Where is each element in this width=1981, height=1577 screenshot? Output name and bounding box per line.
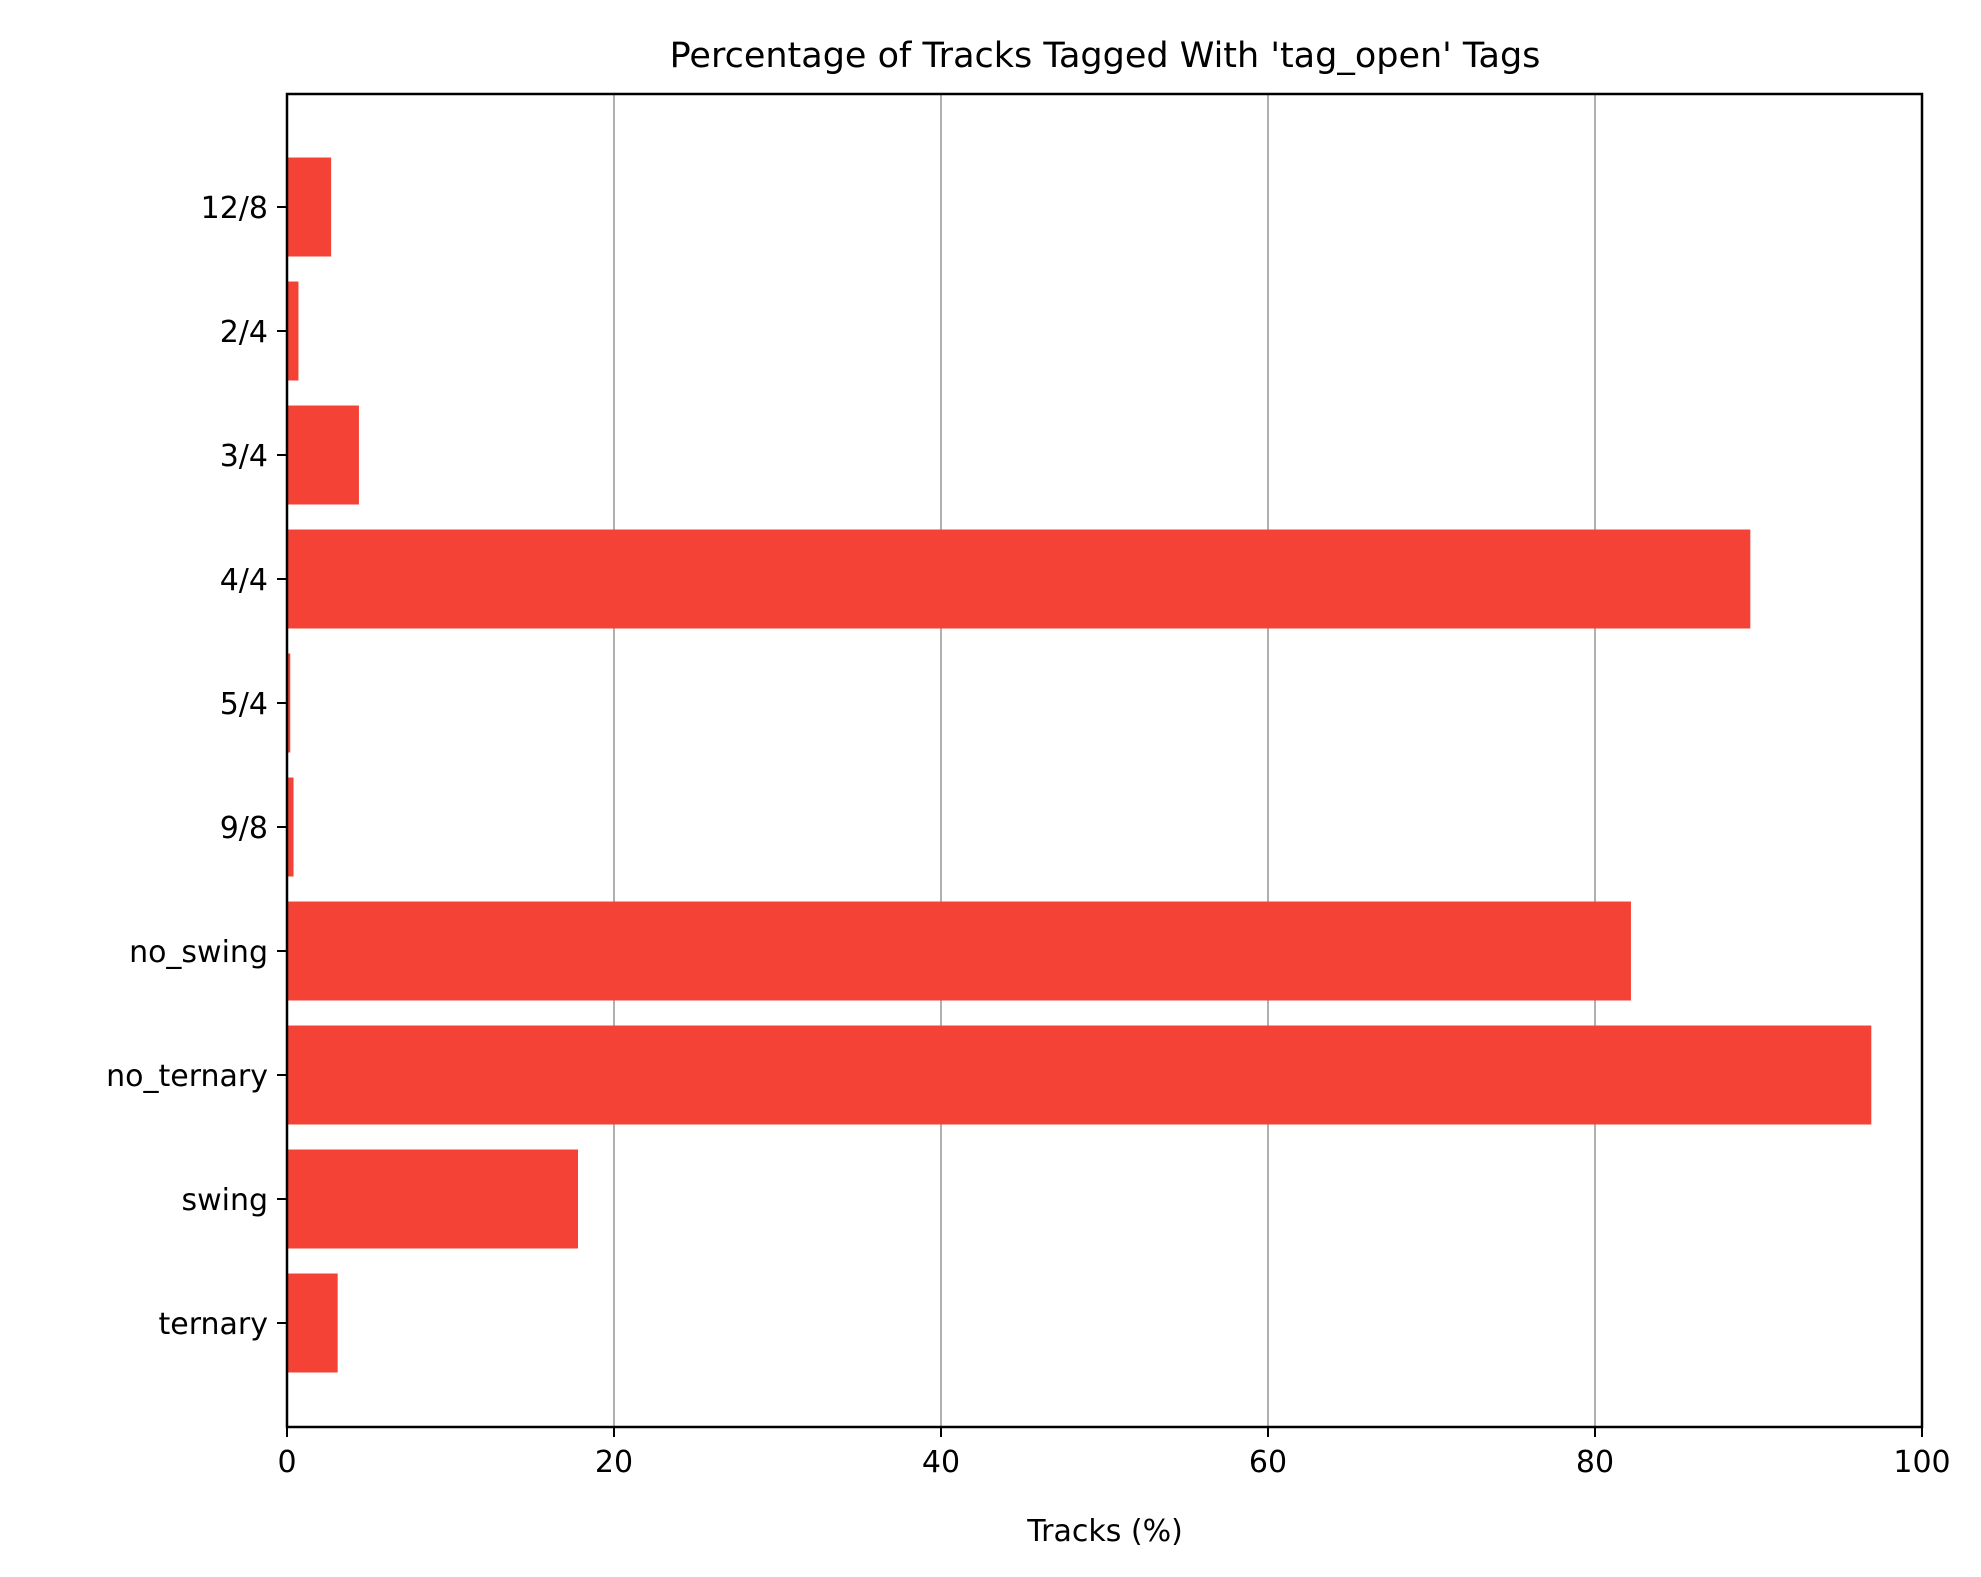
x-axis-label: Tracks (%) xyxy=(1026,1514,1183,1549)
y-tick-label: swing xyxy=(181,1183,268,1218)
x-tick-label: 20 xyxy=(595,1445,633,1480)
y-tick-label: 5/4 xyxy=(220,687,268,722)
gridlines xyxy=(613,94,1596,1427)
x-tick-label: 0 xyxy=(277,1445,296,1480)
bar xyxy=(287,1025,1872,1125)
bar xyxy=(287,157,332,257)
bar xyxy=(287,653,291,753)
bar xyxy=(287,1273,338,1373)
bars xyxy=(287,157,1872,1373)
x-tick-label: 100 xyxy=(1893,1445,1950,1480)
bar xyxy=(287,405,359,505)
bar xyxy=(287,1149,579,1249)
x-tick-label: 40 xyxy=(922,1445,960,1480)
plot-frame xyxy=(285,92,1924,1429)
y-tick-label: no_swing xyxy=(129,935,268,970)
y-tick-label: 12/8 xyxy=(201,191,268,226)
y-tick-label: 9/8 xyxy=(220,811,268,846)
axes: 0 20 40 60 80 100 12/8 2/4 3/4 4/4 5/4 9/8 no_swingn… xyxy=(106,92,1951,1480)
x-tick-label: 60 xyxy=(1249,1445,1287,1480)
y-tick-label: no_ternary xyxy=(106,1059,268,1094)
x-tick-label: 80 xyxy=(1576,1445,1614,1480)
y-tick-label: 3/4 xyxy=(220,439,268,474)
bar xyxy=(287,529,1751,629)
bar xyxy=(287,281,299,381)
chart-title: Percentage of Tracks Tagged With 'tag_op… xyxy=(670,36,1541,76)
bar xyxy=(287,901,1631,1001)
y-tick-label: 4/4 xyxy=(220,563,268,598)
bar xyxy=(287,777,294,877)
y-tick-label: ternary xyxy=(158,1307,268,1342)
y-tick-label: 2/4 xyxy=(220,315,268,350)
